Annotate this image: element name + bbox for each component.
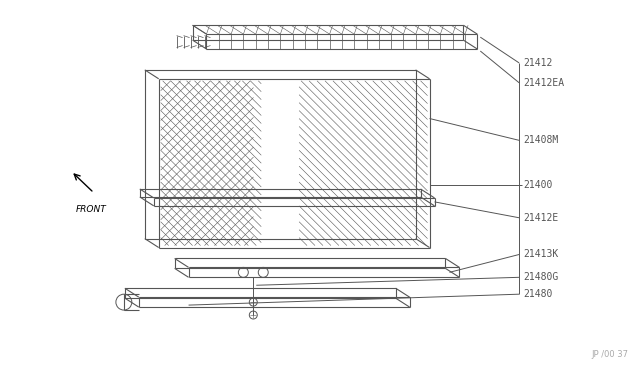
Text: FRONT: FRONT [76, 205, 106, 214]
Text: 21413K: 21413K [523, 250, 558, 260]
Text: 21412EA: 21412EA [523, 78, 564, 88]
Text: 21480: 21480 [523, 289, 552, 299]
Text: JP /00 37: JP /00 37 [591, 350, 628, 359]
Text: 21408M: 21408M [523, 135, 558, 145]
Text: 21480G: 21480G [523, 272, 558, 282]
Text: 21412E: 21412E [523, 213, 558, 223]
Text: 21400: 21400 [523, 180, 552, 190]
Text: 21412: 21412 [523, 58, 552, 68]
